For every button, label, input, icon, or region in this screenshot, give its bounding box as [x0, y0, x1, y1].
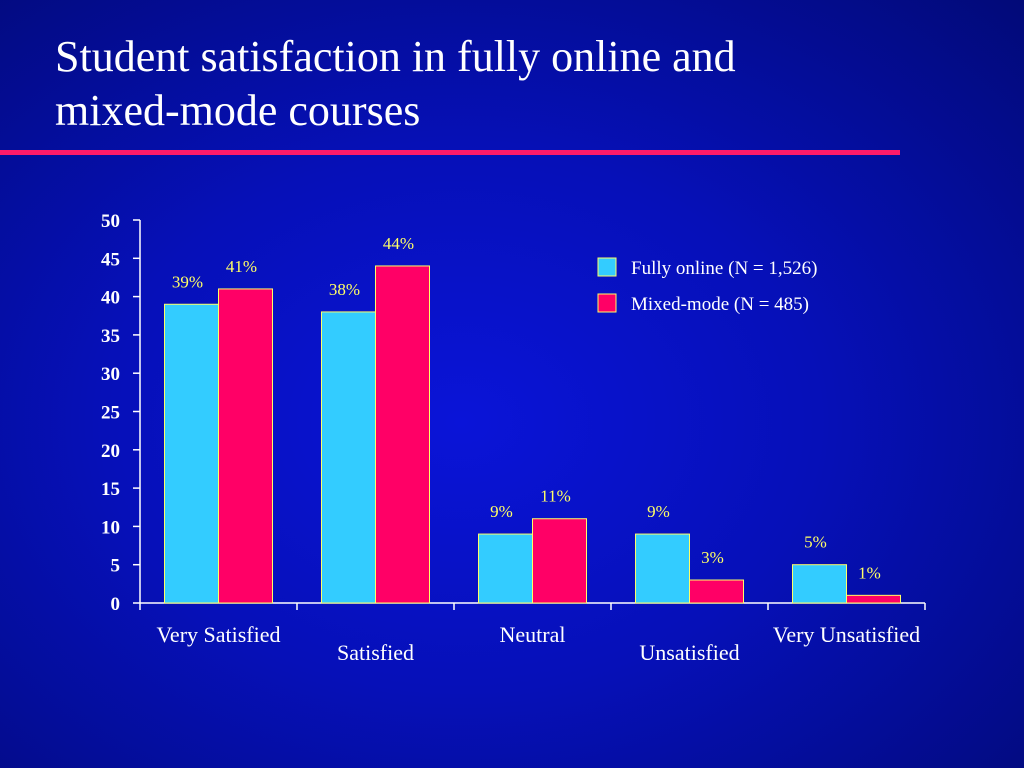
y-tick-label: 10 [101, 517, 120, 538]
bar-fully-online [635, 533, 690, 604]
bar-fully-online [792, 564, 847, 604]
y-tick-label: 20 [101, 441, 120, 462]
bar-fully-online [478, 533, 533, 604]
chart-bars [164, 265, 901, 604]
chart-axes: 0 5 10 15 20 25 30 35 40 45 50 Very Satisfied Satisf… [101, 211, 926, 665]
legend-swatch [597, 293, 617, 313]
bar-mixed-mode [532, 518, 587, 604]
data-label: 9% [490, 502, 513, 521]
legend-label: Fully online (N = 1,526) [631, 258, 817, 279]
data-label: 41% [226, 257, 257, 276]
data-label: 5% [804, 533, 827, 552]
data-label: 44% [383, 234, 414, 253]
bar-mixed-mode [689, 579, 744, 604]
y-tick-label: 50 [101, 211, 120, 232]
data-label: 38% [329, 280, 360, 299]
bar-fully-online [164, 303, 219, 604]
data-label: 9% [647, 502, 670, 521]
slide-title-line-1: Student satisfaction in fully online and [55, 32, 736, 81]
slide-title: Student satisfaction in fully online and… [55, 30, 915, 138]
data-label: 39% [172, 272, 203, 291]
y-tick-label: 45 [101, 249, 120, 270]
y-tick-label: 40 [101, 288, 120, 309]
data-label: 3% [701, 548, 724, 567]
x-category-label: Unsatisfied [639, 640, 739, 665]
y-tick-label: 0 [111, 594, 121, 615]
data-label: 1% [858, 563, 881, 582]
bar-fully-online [321, 311, 376, 604]
bar-mixed-mode [846, 594, 901, 604]
bar-mixed-mode [218, 288, 273, 604]
chart-data-labels: 39% 41% 38% 44% 9% 11% 9% 3% 5% 1% [172, 234, 881, 582]
legend-label: Mixed-mode (N = 485) [631, 294, 809, 315]
title-underline [0, 150, 900, 155]
data-label: 11% [540, 487, 571, 506]
x-category-label: Neutral [500, 622, 566, 647]
legend-swatch [597, 257, 617, 277]
bar-mixed-mode [375, 265, 430, 604]
y-tick-label: 5 [111, 556, 121, 577]
y-tick-label: 30 [101, 364, 120, 385]
slide-title-line-2: mixed-mode courses [55, 86, 421, 135]
y-tick-label: 15 [101, 479, 120, 500]
x-category-label: Satisfied [337, 640, 414, 665]
x-category-label: Very Satisfied [156, 622, 280, 647]
chart-legend: Fully online (N = 1,526) Mixed-mode (N = … [597, 257, 817, 315]
y-tick-label: 35 [101, 326, 120, 347]
y-tick-label: 25 [101, 403, 120, 424]
x-category-label: Very Unsatisfied [773, 622, 920, 647]
